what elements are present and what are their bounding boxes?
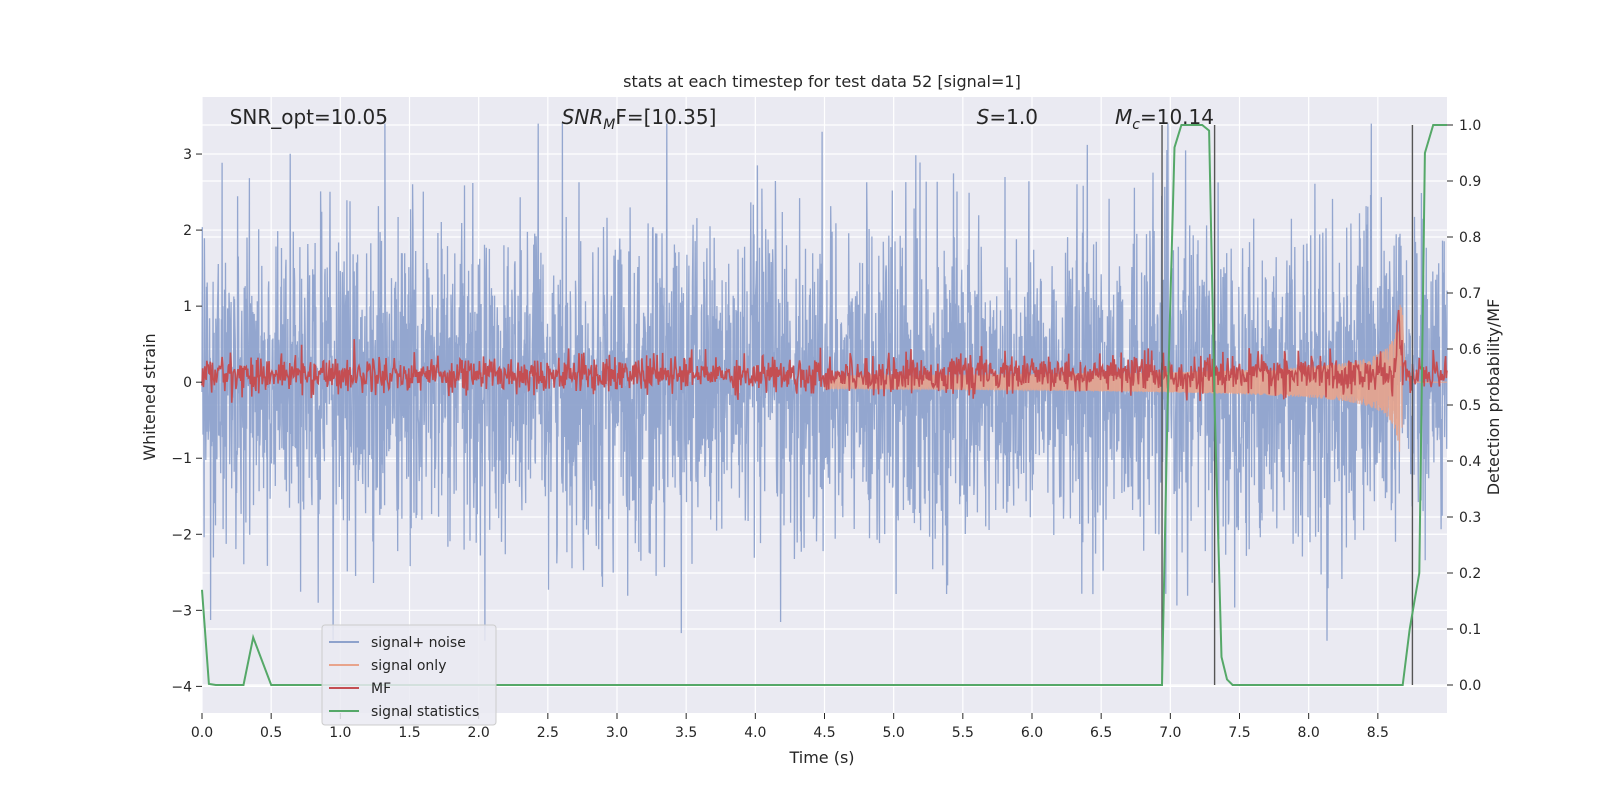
legend-label: signal+ noise bbox=[371, 635, 466, 651]
y2-tick-label: 0.9 bbox=[1459, 174, 1481, 190]
y2-tick-label: 0.6 bbox=[1459, 342, 1481, 358]
x-tick-label: 3.0 bbox=[606, 725, 628, 741]
x-tick-label: 6.5 bbox=[1090, 725, 1112, 741]
y-tick-label: 2 bbox=[183, 223, 192, 239]
y-tick-label: 3 bbox=[183, 147, 192, 163]
y2-tick-label: 0.3 bbox=[1459, 510, 1481, 526]
y-tick-label: −4 bbox=[171, 679, 192, 695]
x-tick-label: 1.5 bbox=[398, 725, 420, 741]
chart-title: stats at each timestep for test data 52 … bbox=[623, 72, 1021, 91]
x-tick-label: 7.5 bbox=[1228, 725, 1250, 741]
annotations: SNR_opt=10.05 SNRMF=[10.35] S=1.0 Mc=10.14 bbox=[230, 105, 1214, 133]
x-tick-label: 5.5 bbox=[952, 725, 974, 741]
stat-annotation: S=1.0 bbox=[977, 105, 1038, 129]
y2-tick-label: 0.7 bbox=[1459, 286, 1481, 302]
legend: signal+ noise signal only MF signal statist… bbox=[321, 624, 497, 726]
x-tick-label: 8.5 bbox=[1367, 725, 1389, 741]
x-tick-label: 4.0 bbox=[744, 725, 766, 741]
x-tick-label: 7.0 bbox=[1159, 725, 1181, 741]
y2-tick-label: 0.8 bbox=[1459, 230, 1481, 246]
x-tick-label: 0.5 bbox=[260, 725, 282, 741]
y-axis-ticks: 3 2 1 0 −1 −2 −3 −4 bbox=[171, 147, 202, 695]
series-mf bbox=[201, 309, 1448, 403]
y-tick-label: 0 bbox=[183, 375, 192, 391]
y-axis-title: Whitened strain bbox=[140, 333, 159, 460]
stat-annotation: SNRMF=[10.35] bbox=[562, 105, 717, 133]
y-tick-label: −2 bbox=[171, 527, 192, 543]
y-tick-label: −1 bbox=[171, 451, 192, 467]
stat-annotation: SNR_opt=10.05 bbox=[230, 105, 388, 129]
signal-plus-noise-line bbox=[201, 123, 1448, 641]
y2-axis-title: Detection probability/MF bbox=[1484, 299, 1503, 496]
x-tick-label: 2.0 bbox=[468, 725, 490, 741]
x-axis-title: Time (s) bbox=[788, 748, 854, 767]
y2-tick-label: 0.1 bbox=[1459, 622, 1481, 638]
x-tick-label: 3.5 bbox=[675, 725, 697, 741]
signal-statistics-line bbox=[201, 124, 1447, 686]
x-tick-label: 6.0 bbox=[1021, 725, 1043, 741]
mf-line bbox=[201, 309, 1448, 403]
y-tick-label: −3 bbox=[171, 603, 192, 619]
x-axis-ticks: 0.0 0.5 1.0 1.5 2.0 2.5 3.0 3.5 4.0 4.5 5.0 5.5 6.0 6… bbox=[191, 713, 1389, 741]
x-tick-label: 1.0 bbox=[329, 725, 351, 741]
legend-label: MF bbox=[371, 681, 391, 697]
y2-tick-label: 0.2 bbox=[1459, 566, 1481, 582]
series-signal-plus-noise bbox=[201, 123, 1448, 641]
y2-axis-ticks: 1.0 0.9 0.8 0.7 0.6 0.5 0.4 0.3 0.2 0.1 0.0 bbox=[1447, 118, 1481, 694]
y2-tick-label: 0.4 bbox=[1459, 454, 1481, 470]
y2-tick-label: 0.5 bbox=[1459, 398, 1481, 414]
legend-box bbox=[321, 624, 497, 726]
x-tick-label: 2.5 bbox=[537, 725, 559, 741]
x-tick-label: 4.5 bbox=[813, 725, 835, 741]
legend-label: signal statistics bbox=[371, 704, 479, 720]
series-signal-statistics bbox=[201, 124, 1447, 686]
x-tick-label: 8.0 bbox=[1298, 725, 1320, 741]
legend-label: signal only bbox=[371, 658, 446, 674]
y2-tick-label: 1.0 bbox=[1459, 118, 1481, 134]
y2-tick-label: 0.0 bbox=[1459, 678, 1481, 694]
x-tick-label: 0.0 bbox=[191, 725, 213, 741]
y-tick-label: 1 bbox=[183, 299, 192, 315]
stat-annotation: Mc=10.14 bbox=[1115, 105, 1214, 133]
x-tick-label: 5.0 bbox=[883, 725, 905, 741]
